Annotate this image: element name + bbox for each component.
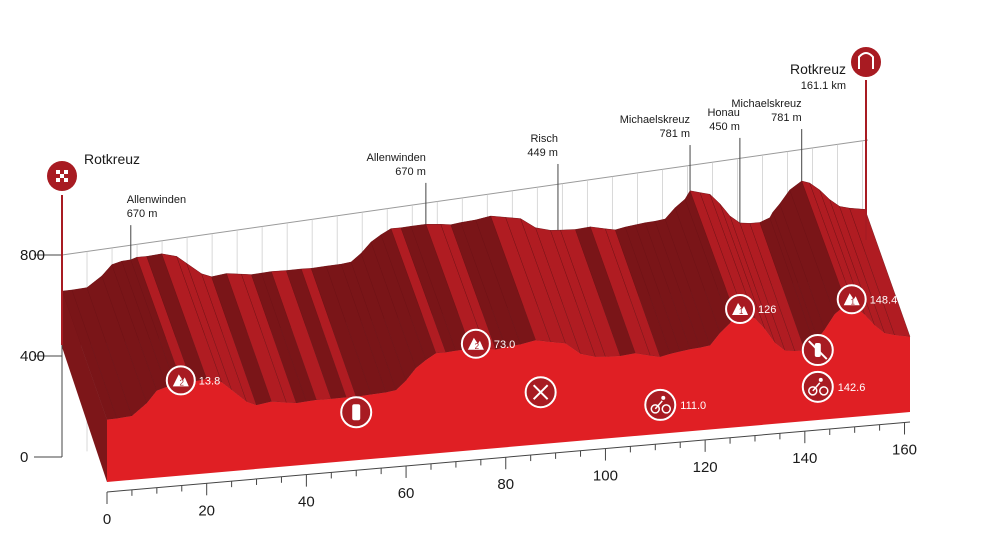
climb-name-label: Honau: [707, 107, 739, 119]
axes-layer: 0 400 800 0 20 40 60 80 100 120 140 160: [20, 247, 917, 528]
marker-badge: [644, 388, 677, 421]
marker-badge: [801, 370, 834, 403]
x-tick-label: 100: [593, 468, 618, 485]
x-tick-label: 0: [103, 511, 111, 528]
frame-glyph: [654, 400, 663, 410]
profile-front-surface: [107, 304, 910, 482]
frame-glyph: [812, 382, 821, 392]
profile-left-wall: [62, 291, 107, 482]
climb-altitude-label: 670 m: [127, 208, 158, 220]
climb-cat-1-icon: 1: [836, 284, 867, 315]
knife-glyph: [532, 384, 549, 400]
start-flag-icon: [47, 161, 77, 191]
climb-category: 2: [180, 378, 185, 387]
wheel-glyph: [661, 404, 672, 414]
climb-altitude-label: 781 m: [771, 112, 802, 124]
bottle-icon: [340, 396, 373, 429]
y-tick-label: 800: [20, 247, 45, 264]
wheel-glyph: [650, 404, 661, 414]
flag-square: [64, 170, 68, 174]
slash-glyph: [808, 340, 828, 360]
climb-cat-2-icon: 2: [165, 365, 196, 396]
x-tick-label: 80: [497, 476, 514, 493]
x-tick-label: 40: [298, 494, 315, 511]
rider-head-glyph: [661, 395, 666, 400]
feed-zone-icon: [524, 376, 557, 409]
climb-name-label: Allenwinden: [127, 194, 186, 206]
climb-name-label: Michaelskreuz: [731, 98, 801, 110]
top-reference-line: [61, 139, 869, 256]
wheel-glyph: [819, 386, 829, 396]
x-tick-label: 60: [398, 485, 415, 502]
flag-square: [56, 178, 60, 182]
climb-altitude-label: 449 m: [527, 147, 558, 159]
mountain-glyph: [172, 374, 189, 387]
climb-altitude-label: 450 m: [709, 121, 740, 133]
sprint-cyclist-icon: [801, 370, 834, 403]
climb-category: 1: [850, 297, 855, 306]
profile-ribbon-layer: [61, 180, 911, 482]
x-tick-label: 120: [693, 459, 718, 476]
mountain-glyph: [732, 303, 749, 316]
mountain-glyph: [843, 293, 860, 306]
climb-cat-1-icon: 1: [725, 294, 756, 325]
climb-name-label: Risch: [530, 133, 558, 145]
sprint-km-label: 142.6: [838, 382, 866, 394]
sprint-km-label: 111.0: [680, 400, 706, 412]
no-bottle-icon: [801, 334, 834, 367]
rider-head-glyph: [818, 377, 823, 382]
climb-km-label: 73.0: [494, 339, 515, 351]
climb-km-label: 148.4: [870, 294, 898, 306]
wheel-glyph: [808, 386, 818, 396]
start-city-label: Rotkreuz: [84, 151, 140, 167]
profile-front-layer: [107, 304, 910, 482]
finish-city-label: Rotkreuz: [790, 61, 846, 77]
labels-layer: Rotkreuz Allenwinden 670 m 2 13.8 Allenwinden…: [47, 47, 898, 429]
y-tick-label: 400: [20, 348, 45, 365]
x-tick-label: 160: [892, 441, 917, 458]
finish-distance-label: 161.1 km: [801, 80, 846, 92]
flag-square: [64, 178, 68, 182]
sprint-cyclist-icon: [644, 388, 677, 421]
climb-km-label: 126: [758, 304, 776, 316]
flag-square: [56, 170, 60, 174]
climb-name-label: Michaelskreuz: [620, 114, 690, 126]
mountain-glyph: [467, 337, 484, 350]
climb-altitude-label: 781 m: [659, 128, 690, 140]
x-tick-label: 20: [198, 502, 215, 519]
finish-arch: [858, 52, 874, 69]
x-axis-line: [106, 421, 911, 493]
climb-category: 1: [739, 307, 744, 316]
y-tick-label: 0: [20, 449, 28, 466]
climb-category: 2: [475, 342, 480, 351]
climb-name-label: Allenwinden: [367, 152, 426, 164]
climb-altitude-label: 670 m: [395, 166, 426, 178]
x-tick-label: 140: [792, 450, 817, 467]
flag-square: [60, 174, 64, 178]
climb-cat-2-icon: 2: [460, 328, 491, 359]
finish-arch-icon: [851, 47, 881, 77]
climb-km-label: 13.8: [199, 375, 220, 387]
finish-badge: [851, 47, 881, 77]
bottle-glyph: [352, 404, 361, 421]
